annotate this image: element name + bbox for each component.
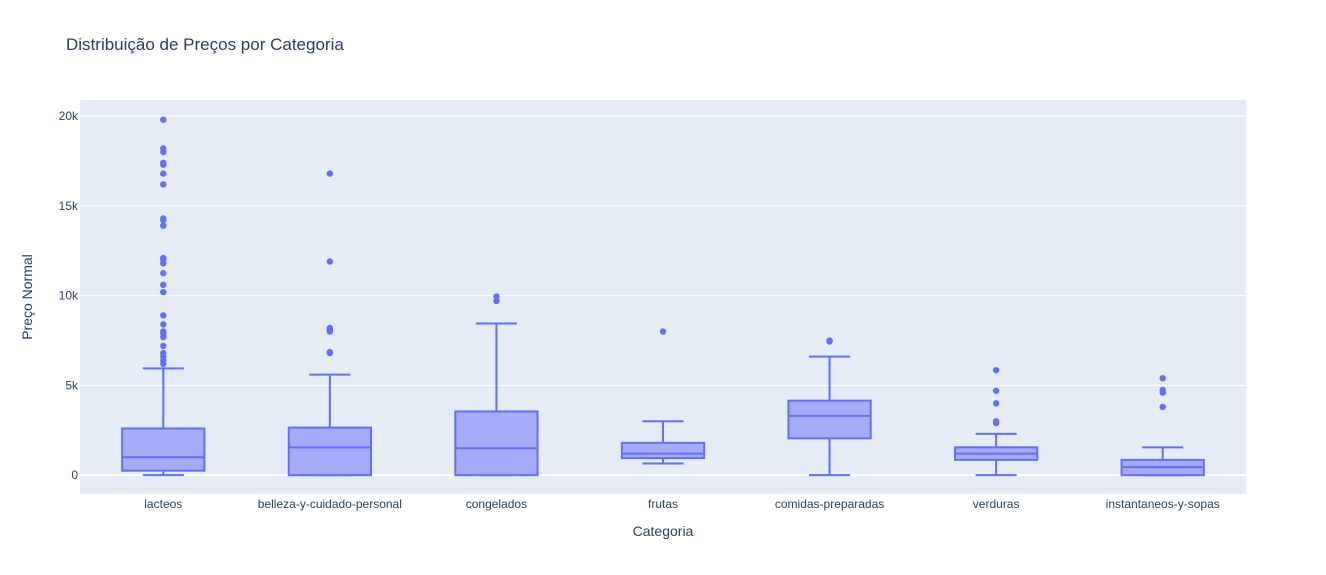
box-iqr — [454, 410, 539, 477]
x-tick-label: belleza-y-cuidado-personal — [258, 497, 402, 511]
outlier-point — [326, 258, 334, 265]
y-tick-label: 0 — [71, 468, 78, 482]
y-axis-title: Preço Normal — [19, 254, 35, 340]
outlier-point — [659, 328, 667, 335]
gridlines — [80, 115, 1246, 477]
outlier-point — [992, 418, 1000, 425]
box-belleza-y-cuidado-personal — [287, 170, 373, 477]
box-iqr — [121, 427, 206, 472]
outlier-point — [160, 181, 167, 188]
y-tick-label: 5k — [65, 378, 79, 392]
box-lacteos — [121, 116, 206, 477]
chart-title: Distribuição de Preços por Categoria — [66, 35, 344, 54]
outlier-point — [826, 337, 833, 344]
outlier-point — [160, 170, 167, 177]
outlier-point — [992, 366, 1000, 374]
box-congelados — [454, 293, 539, 477]
x-axis-ticks: lacteos belleza-y-cuidado-personal congela… — [144, 497, 1219, 511]
box-comidas-preparadas — [787, 337, 872, 477]
outlier-point — [160, 328, 167, 335]
outlier-point — [992, 387, 1000, 394]
outlier-point — [160, 281, 167, 289]
outlier-point — [493, 293, 500, 300]
x-tick-label: verduras — [973, 497, 1020, 511]
y-tick-label: 15k — [59, 199, 79, 213]
outlier-point — [160, 145, 167, 152]
box-iqr — [620, 441, 706, 460]
outlier-point — [160, 215, 167, 222]
box-iqr — [287, 426, 373, 477]
box-frutas — [620, 328, 706, 465]
outlier-point — [992, 400, 1000, 407]
outlier-point — [326, 170, 334, 177]
outlier-point — [326, 348, 334, 356]
outlier-point — [160, 349, 167, 357]
x-tick-label: comidas-preparadas — [775, 497, 884, 511]
outlier-point — [1159, 386, 1166, 394]
outlier-point — [160, 312, 167, 319]
y-tick-label: 10k — [59, 289, 79, 303]
outlier-point — [493, 297, 500, 305]
outlier-point — [1159, 375, 1166, 382]
x-axis-title: Categoria — [633, 523, 694, 539]
box-iqr — [787, 399, 872, 440]
outlier-point — [160, 159, 167, 167]
x-tick-label: congelados — [466, 497, 527, 511]
x-tick-label: frutas — [648, 497, 678, 511]
outlier-point — [1159, 403, 1166, 411]
outlier-point — [160, 321, 167, 328]
box-instantaneos-y-sopas — [1120, 375, 1205, 477]
outlier-point — [160, 116, 167, 123]
outlier-point — [160, 342, 167, 350]
box-verduras — [953, 366, 1039, 477]
outlier-point — [160, 270, 167, 277]
outlier-point — [160, 254, 167, 262]
box-series — [121, 116, 1205, 477]
y-tick-label: 20k — [59, 109, 79, 123]
outlier-point — [160, 222, 167, 229]
outlier-point — [160, 288, 167, 296]
outlier-point — [326, 324, 334, 332]
x-tick-label: lacteos — [144, 497, 182, 511]
y-axis-ticks: 0 5k 10k 15k 20k — [59, 109, 79, 482]
x-tick-label: instantaneos-y-sopas — [1106, 497, 1220, 511]
